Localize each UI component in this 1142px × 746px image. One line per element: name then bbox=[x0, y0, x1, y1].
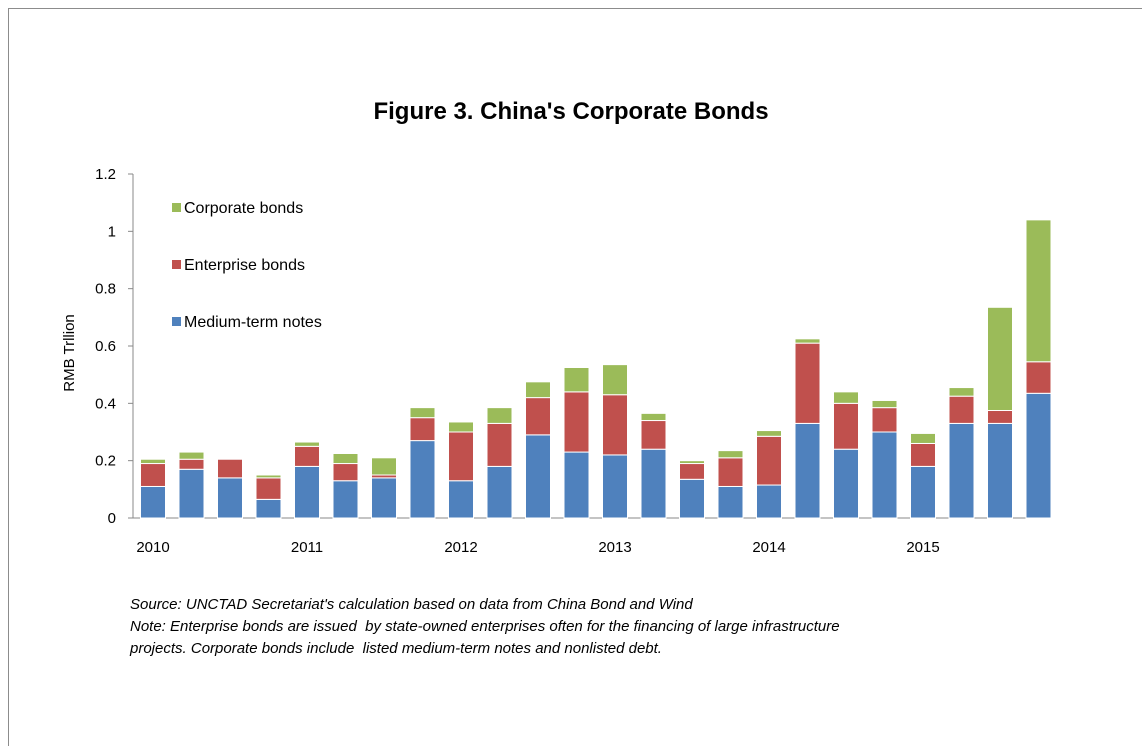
bar-medium-term-notes bbox=[640, 448, 667, 519]
bar-medium-term-notes bbox=[525, 434, 551, 519]
bar-enterprise-bonds bbox=[563, 391, 590, 453]
bar-enterprise-bonds bbox=[987, 410, 1013, 424]
bar-medium-term-notes bbox=[217, 477, 243, 519]
note-line-1: Note: Enterprise bonds are issued by sta… bbox=[130, 618, 840, 635]
bar-medium-term-notes bbox=[332, 480, 359, 519]
bar-medium-term-notes bbox=[486, 465, 513, 519]
bar-enterprise-bonds bbox=[178, 458, 205, 470]
bar-enterprise-bonds bbox=[602, 394, 628, 456]
bar-corporate-bonds bbox=[679, 460, 705, 465]
bar-enterprise-bonds bbox=[448, 431, 474, 482]
note-line-2: projects. Corporate bonds include listed… bbox=[130, 640, 662, 657]
bar-corporate-bonds bbox=[448, 421, 474, 433]
bar-medium-term-notes bbox=[178, 468, 205, 519]
bar-medium-term-notes bbox=[679, 478, 705, 519]
bar-medium-term-notes bbox=[871, 431, 898, 519]
bar-enterprise-bonds bbox=[255, 477, 282, 500]
bar-corporate-bonds bbox=[525, 381, 551, 399]
bar-corporate-bonds bbox=[910, 432, 936, 444]
y-tick-label: 0 bbox=[108, 510, 116, 527]
bar-corporate-bonds bbox=[563, 367, 590, 393]
bar-corporate-bonds bbox=[948, 387, 975, 397]
bar-medium-term-notes bbox=[448, 480, 474, 519]
bar-corporate-bonds bbox=[987, 306, 1013, 411]
bar-medium-term-notes bbox=[371, 477, 397, 519]
bar-corporate-bonds bbox=[140, 458, 166, 465]
legend-swatch bbox=[172, 317, 181, 326]
source-text: Source: UNCTAD Secretariat's calculation… bbox=[130, 596, 693, 613]
bars-layer bbox=[140, 219, 1052, 519]
y-tick-label: 0.4 bbox=[95, 395, 116, 412]
legend-label: Corporate bonds bbox=[184, 200, 303, 217]
bar-medium-term-notes bbox=[1025, 392, 1052, 519]
bar-medium-term-notes bbox=[833, 448, 859, 519]
bar-enterprise-bonds bbox=[409, 417, 436, 442]
chart-title: Figure 3. China's Corporate Bonds bbox=[373, 98, 769, 125]
legend-label: Medium-term notes bbox=[184, 314, 322, 331]
bar-enterprise-bonds bbox=[948, 395, 975, 424]
legend-swatch bbox=[172, 203, 181, 212]
bar-medium-term-notes bbox=[910, 465, 936, 519]
x-tick-label: 2015 bbox=[906, 539, 939, 556]
bar-medium-term-notes bbox=[294, 465, 320, 519]
bar-medium-term-notes bbox=[409, 440, 436, 519]
x-tick-label: 2010 bbox=[136, 539, 169, 556]
bar-corporate-bonds bbox=[871, 399, 898, 409]
chart-notes: Source: UNCTAD Secretariat's calculation… bbox=[130, 594, 840, 660]
y-tick-label: 0.8 bbox=[95, 281, 116, 298]
chart-frame bbox=[8, 8, 1142, 746]
bar-corporate-bonds bbox=[1025, 219, 1052, 363]
bar-medium-term-notes bbox=[756, 484, 782, 519]
bar-corporate-bonds bbox=[178, 451, 205, 460]
bar-enterprise-bonds bbox=[640, 420, 667, 450]
bar-corporate-bonds bbox=[602, 364, 628, 396]
bar-medium-term-notes bbox=[948, 422, 975, 519]
bar-medium-term-notes bbox=[255, 498, 282, 519]
bar-enterprise-bonds bbox=[217, 458, 243, 479]
bar-enterprise-bonds bbox=[833, 402, 859, 450]
bar-corporate-bonds bbox=[371, 457, 397, 476]
bar-medium-term-notes bbox=[794, 422, 821, 519]
bar-enterprise-bonds bbox=[794, 342, 821, 424]
bar-medium-term-notes bbox=[602, 454, 628, 519]
bar-enterprise-bonds bbox=[871, 407, 898, 433]
y-axis-label: RMB Trllion bbox=[61, 314, 78, 392]
bar-enterprise-bonds bbox=[910, 442, 936, 467]
bar-corporate-bonds bbox=[409, 407, 436, 419]
bar-enterprise-bonds bbox=[717, 457, 744, 487]
bar-corporate-bonds bbox=[486, 407, 513, 424]
x-tick-label: 2014 bbox=[752, 539, 785, 556]
bar-medium-term-notes bbox=[987, 422, 1013, 519]
x-tick-label: 2012 bbox=[444, 539, 477, 556]
y-tick-label: 1.2 bbox=[95, 166, 116, 183]
bar-enterprise-bonds bbox=[486, 422, 513, 467]
bar-corporate-bonds bbox=[640, 412, 667, 422]
bar-enterprise-bonds bbox=[1025, 361, 1052, 394]
bar-enterprise-bonds bbox=[140, 463, 166, 487]
bar-medium-term-notes bbox=[140, 485, 166, 519]
bar-enterprise-bonds bbox=[525, 397, 551, 436]
bar-medium-term-notes bbox=[717, 485, 744, 519]
bar-enterprise-bonds bbox=[679, 463, 705, 480]
y-tick-label: 0.6 bbox=[95, 338, 116, 355]
y-tick-label: 1 bbox=[108, 223, 116, 240]
bar-corporate-bonds bbox=[794, 338, 821, 344]
bar-corporate-bonds bbox=[294, 441, 320, 447]
bar-corporate-bonds bbox=[332, 453, 359, 465]
bar-enterprise-bonds bbox=[756, 435, 782, 486]
bar-medium-term-notes bbox=[563, 451, 590, 519]
bar-corporate-bonds bbox=[255, 474, 282, 479]
x-tick-label: 2013 bbox=[598, 539, 631, 556]
legend: Corporate bonds Enterprise bonds Medium-te… bbox=[172, 200, 322, 331]
y-tick-label: 0.2 bbox=[95, 453, 116, 470]
bar-corporate-bonds bbox=[717, 450, 744, 459]
bar-enterprise-bonds bbox=[332, 463, 359, 482]
x-tick-label: 2011 bbox=[291, 539, 323, 556]
bar-corporate-bonds bbox=[756, 430, 782, 437]
bar-enterprise-bonds bbox=[294, 445, 320, 467]
bar-corporate-bonds bbox=[833, 391, 859, 404]
legend-swatch bbox=[172, 260, 181, 269]
legend-label: Enterprise bonds bbox=[184, 257, 305, 274]
